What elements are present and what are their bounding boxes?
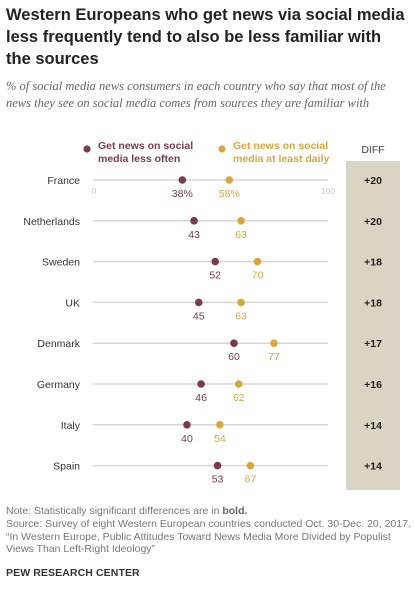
category-label: Italy <box>61 420 81 432</box>
diff-column-bg <box>346 161 400 490</box>
note-bold: bold. <box>222 505 248 517</box>
source-line: Source: Survey of eight Western European… <box>6 517 411 530</box>
diff-value: +20 <box>364 175 382 187</box>
value-label-less-often: 53 <box>212 474 224 486</box>
org-name: PEW RESEARCH CENTER <box>6 567 140 579</box>
report-line: “In Western Europe, Public Attitudes Tow… <box>6 530 391 556</box>
legend-dot-daily <box>218 145 226 153</box>
diff-header: DIFF <box>361 144 384 156</box>
dot-less-often <box>194 298 203 307</box>
category-label: Netherlands <box>23 216 80 228</box>
diff-value: +20 <box>364 216 382 228</box>
value-label-daily: 70 <box>252 270 264 282</box>
dot-less-often <box>230 339 238 348</box>
diff-value: +18 <box>364 297 382 309</box>
category-label: Denmark <box>37 338 80 350</box>
category-label: Spain <box>53 461 80 473</box>
value-label-daily: 77 <box>268 351 280 363</box>
dot-less-often <box>211 257 219 266</box>
notes: Note: Statistically significant differen… <box>6 505 411 556</box>
value-label-daily: 63 <box>235 310 247 322</box>
chart-title: Western Europeans who get news via socia… <box>6 6 405 68</box>
value-label-daily: 63 <box>235 229 247 241</box>
dot-daily <box>216 421 224 429</box>
dot-less-often <box>190 217 198 225</box>
dot-less-often <box>213 461 222 470</box>
category-label: UK <box>65 297 80 309</box>
note-text: Note: Statistically significant differen… <box>6 505 223 517</box>
diff-value: +16 <box>364 379 382 391</box>
chart-subtitle: % of social media news consumers in each… <box>6 79 386 110</box>
value-label-less-often: 38% <box>172 188 193 200</box>
dot-less-often <box>197 380 205 388</box>
diff-value: +18 <box>364 257 382 269</box>
category-label: France <box>47 175 80 187</box>
value-label-less-often: 46 <box>195 392 207 404</box>
dot-daily <box>234 380 243 388</box>
dot-less-often <box>183 421 191 429</box>
value-label-daily: 54 <box>214 433 226 445</box>
value-label-less-often: 45 <box>193 310 205 322</box>
dot-daily <box>270 339 278 348</box>
tick-label-min: 0 <box>92 186 97 196</box>
value-label-daily: 58% <box>219 188 240 200</box>
diff-value: +14 <box>364 420 382 432</box>
value-label-less-often: 52 <box>209 270 221 282</box>
tick-label-max: 100 <box>321 186 335 196</box>
value-label-less-often: 40 <box>181 433 193 445</box>
dot-daily <box>253 257 262 266</box>
value-label-less-often: 43 <box>188 229 200 241</box>
diff-value: +17 <box>364 338 382 350</box>
dot-daily <box>246 461 255 470</box>
dot-daily <box>237 298 245 307</box>
dot-daily <box>225 176 234 184</box>
legend-label-daily: Get news on social media at least daily <box>233 140 329 165</box>
category-label: Germany <box>37 379 81 391</box>
legend-label-less-often: Get news on social media less often <box>98 140 193 165</box>
dot-daily <box>237 217 245 225</box>
dot-less-often <box>178 176 187 184</box>
category-label: Sweden <box>42 257 80 269</box>
value-label-daily: 62 <box>233 392 245 404</box>
legend-dot-less-often <box>83 145 91 153</box>
value-label-daily: 67 <box>245 474 257 486</box>
value-label-less-often: 60 <box>228 351 240 363</box>
diff-value: +14 <box>364 461 382 473</box>
note-line: Note: Statistically significant differen… <box>6 505 411 518</box>
